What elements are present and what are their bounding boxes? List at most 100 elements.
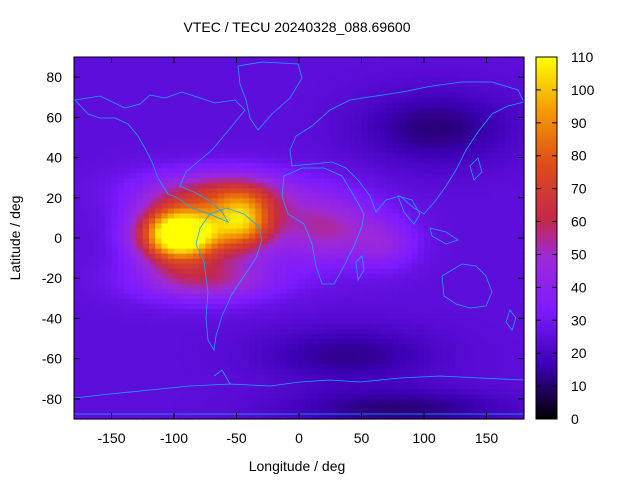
heatmap-cell bbox=[255, 288, 263, 294]
heatmap-cell bbox=[111, 132, 119, 139]
heatmap-cell bbox=[86, 232, 94, 239]
heatmap-cell bbox=[249, 107, 256, 113]
heatmap-cell bbox=[142, 177, 150, 184]
heatmap-cell bbox=[117, 358, 125, 365]
heatmap-cell bbox=[199, 308, 206, 315]
heatmap-cell bbox=[217, 87, 225, 93]
heatmap-cell bbox=[324, 303, 331, 309]
heatmap-cell bbox=[192, 127, 200, 134]
heatmap-cell bbox=[367, 333, 375, 340]
heatmap-cell bbox=[124, 92, 131, 98]
heatmap-cell bbox=[224, 72, 231, 78]
heatmap-cell bbox=[142, 363, 150, 370]
heatmap-cell bbox=[424, 248, 431, 254]
heatmap-cell bbox=[261, 67, 269, 73]
heatmap-cell bbox=[455, 207, 463, 214]
heatmap-cell bbox=[161, 353, 169, 360]
heatmap-cell bbox=[80, 77, 88, 83]
heatmap-cell bbox=[486, 388, 494, 395]
heatmap-cell bbox=[111, 222, 119, 229]
heatmap-cell bbox=[499, 318, 506, 325]
heatmap-cell bbox=[449, 202, 456, 209]
heatmap-cell bbox=[436, 338, 444, 345]
heatmap-cell bbox=[261, 273, 269, 279]
heatmap-cell bbox=[386, 157, 394, 164]
heatmap-cell bbox=[455, 92, 463, 98]
heatmap-cell bbox=[430, 368, 438, 375]
heatmap-cell bbox=[317, 202, 325, 209]
heatmap-cell bbox=[349, 293, 356, 299]
heatmap-cell bbox=[161, 303, 169, 309]
heatmap-cell bbox=[305, 227, 313, 234]
heatmap-cell bbox=[80, 398, 88, 405]
heatmap-cell bbox=[367, 368, 375, 375]
heatmap-cell bbox=[361, 288, 369, 294]
heatmap-cell bbox=[311, 283, 319, 289]
heatmap-cell bbox=[336, 373, 344, 380]
heatmap-cell bbox=[280, 137, 288, 144]
heatmap-cell bbox=[386, 192, 394, 199]
heatmap-cell bbox=[392, 268, 400, 274]
heatmap-cell bbox=[386, 408, 394, 415]
heatmap-cell bbox=[230, 177, 238, 184]
heatmap-cell bbox=[167, 413, 175, 420]
heatmap-cell bbox=[405, 313, 413, 320]
heatmap-cell bbox=[199, 67, 206, 73]
heatmap-cell bbox=[230, 388, 238, 395]
heatmap-cell bbox=[492, 112, 500, 118]
heatmap-cell bbox=[230, 92, 238, 98]
heatmap-cell bbox=[205, 398, 213, 405]
heatmap-cell bbox=[230, 187, 238, 194]
heatmap-cell bbox=[361, 263, 369, 269]
heatmap-cell bbox=[424, 72, 431, 78]
heatmap-cell bbox=[192, 333, 200, 340]
heatmap-cell bbox=[161, 57, 169, 63]
heatmap-cell bbox=[311, 373, 319, 380]
heatmap-cell bbox=[230, 368, 238, 375]
heatmap-cell bbox=[392, 398, 400, 405]
heatmap-cell bbox=[499, 77, 506, 83]
heatmap-cell bbox=[436, 57, 444, 63]
heatmap-cell bbox=[349, 162, 356, 169]
heatmap-cell bbox=[424, 298, 431, 304]
heatmap-cell bbox=[74, 227, 81, 234]
heatmap-cell bbox=[242, 238, 250, 244]
heatmap-cell bbox=[324, 248, 331, 254]
heatmap-cell bbox=[111, 388, 119, 395]
heatmap-cell bbox=[405, 268, 413, 274]
heatmap-cell bbox=[380, 197, 388, 204]
heatmap-cell bbox=[105, 373, 113, 380]
heatmap-cell bbox=[236, 192, 244, 199]
heatmap-cell bbox=[180, 67, 188, 73]
heatmap-cell bbox=[267, 202, 275, 209]
heatmap-cell bbox=[117, 333, 125, 340]
heatmap-cell bbox=[261, 142, 269, 149]
heatmap-cell bbox=[442, 278, 450, 284]
heatmap-cell bbox=[486, 408, 494, 415]
heatmap-cell bbox=[442, 142, 450, 149]
heatmap-cell bbox=[342, 102, 350, 108]
heatmap-cell bbox=[261, 107, 269, 113]
heatmap-cell bbox=[305, 248, 313, 254]
heatmap-cell bbox=[74, 258, 81, 264]
heatmap-cell bbox=[92, 102, 100, 108]
heatmap-cell bbox=[174, 217, 181, 224]
heatmap-cell bbox=[355, 97, 363, 103]
heatmap-cell bbox=[399, 152, 406, 159]
heatmap-cell bbox=[449, 243, 456, 249]
heatmap-cell bbox=[124, 248, 131, 254]
heatmap-cell bbox=[411, 298, 419, 304]
heatmap-cell bbox=[130, 222, 138, 229]
heatmap-cell bbox=[342, 172, 350, 179]
heatmap-cell bbox=[399, 217, 406, 224]
heatmap-cell bbox=[355, 182, 363, 189]
heatmap-cell bbox=[349, 147, 356, 154]
heatmap-cell bbox=[336, 383, 344, 390]
heatmap-cell bbox=[280, 102, 288, 108]
heatmap-cell bbox=[417, 187, 425, 194]
heatmap-cell bbox=[280, 87, 288, 93]
heatmap-cell bbox=[499, 102, 506, 108]
heatmap-cell bbox=[374, 333, 381, 340]
heatmap-cell bbox=[317, 368, 325, 375]
heatmap-cell bbox=[117, 238, 125, 244]
